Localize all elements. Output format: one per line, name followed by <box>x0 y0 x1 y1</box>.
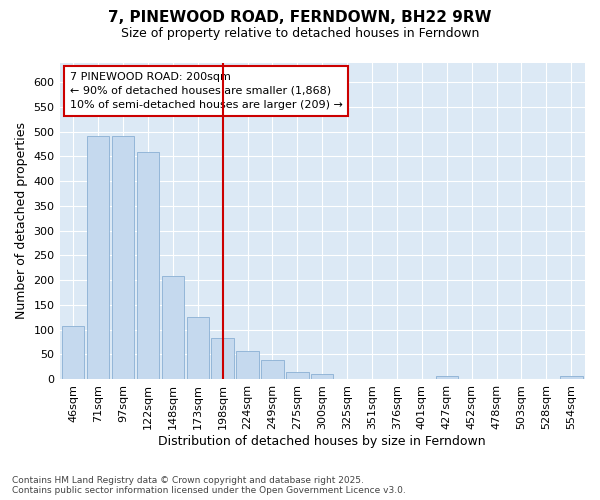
Bar <box>560 376 583 379</box>
Text: Size of property relative to detached houses in Ferndown: Size of property relative to detached ho… <box>121 28 479 40</box>
Bar <box>187 317 209 379</box>
Bar <box>87 136 109 379</box>
Text: 7, PINEWOOD ROAD, FERNDOWN, BH22 9RW: 7, PINEWOOD ROAD, FERNDOWN, BH22 9RW <box>108 10 492 25</box>
Bar <box>211 338 234 379</box>
Y-axis label: Number of detached properties: Number of detached properties <box>15 122 28 319</box>
Bar <box>236 351 259 379</box>
X-axis label: Distribution of detached houses by size in Ferndown: Distribution of detached houses by size … <box>158 434 486 448</box>
Bar <box>311 374 334 379</box>
Bar <box>62 326 85 379</box>
Bar <box>137 152 159 379</box>
Bar <box>261 360 284 379</box>
Bar <box>286 372 308 379</box>
Bar <box>436 376 458 379</box>
Text: Contains HM Land Registry data © Crown copyright and database right 2025.
Contai: Contains HM Land Registry data © Crown c… <box>12 476 406 495</box>
Bar <box>161 276 184 379</box>
Bar <box>112 136 134 379</box>
Text: 7 PINEWOOD ROAD: 200sqm
← 90% of detached houses are smaller (1,868)
10% of semi: 7 PINEWOOD ROAD: 200sqm ← 90% of detache… <box>70 72 343 110</box>
